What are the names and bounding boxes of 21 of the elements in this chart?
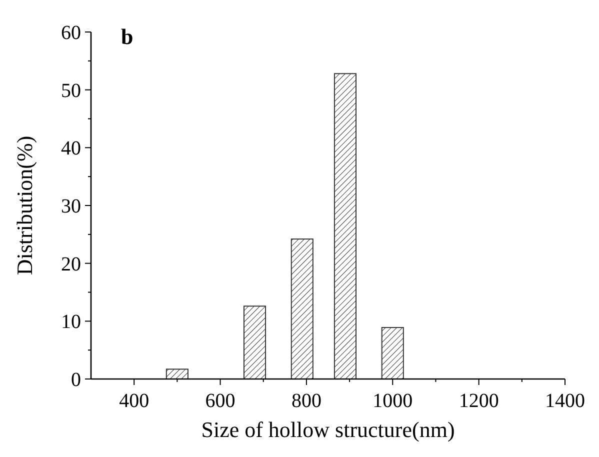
x-tick-label: 1400 <box>545 390 585 412</box>
y-tick-label: 20 <box>61 253 81 276</box>
x-tick-label: 1200 <box>458 390 499 412</box>
x-tick-label: 1000 <box>372 390 413 412</box>
chart-title: b <box>121 24 134 49</box>
bar <box>334 73 357 380</box>
y-tick-label: 0 <box>71 369 81 391</box>
y-tick-label: 30 <box>61 196 81 218</box>
bar <box>243 306 266 380</box>
bar <box>290 238 314 380</box>
x-axis-title: Size of hollow structure(nm) <box>201 417 455 442</box>
x-tick-label: 600 <box>205 390 236 412</box>
y-axis-title: Distribution(%) <box>12 136 37 276</box>
y-tick-label: 50 <box>61 80 81 102</box>
y-tick-label: 10 <box>61 311 81 334</box>
bar <box>166 368 188 380</box>
bar <box>381 327 404 380</box>
x-tick-label: 400 <box>119 390 150 412</box>
x-tick-label: 800 <box>291 390 322 412</box>
y-tick-label: 40 <box>61 138 81 160</box>
y-tick-label: 60 <box>61 22 81 44</box>
